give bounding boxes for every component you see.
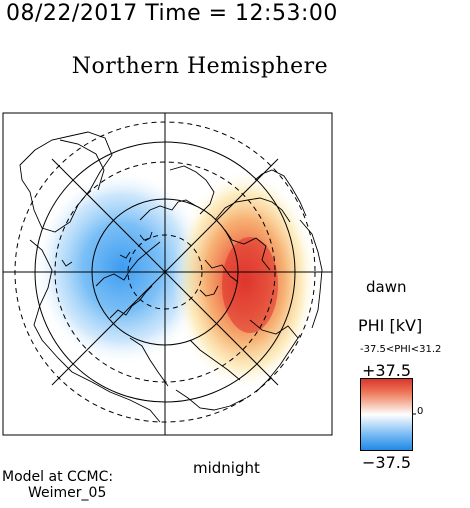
colorbar-max-label: +37.5 xyxy=(362,361,412,380)
positive-cell-core xyxy=(222,237,278,333)
colorbar-title: PHI [kV] xyxy=(358,316,423,335)
date-time-header: 08/22/2017 Time = 12:53:00 xyxy=(6,1,338,26)
midnight-label: midnight xyxy=(193,459,260,477)
model-source-label: Model at CCMC: xyxy=(2,469,114,485)
meridian-lines xyxy=(3,113,332,435)
polar-potential-map xyxy=(2,112,333,436)
colorbar-zero-label: 0 xyxy=(417,406,424,417)
negative-potential-cell xyxy=(34,170,210,366)
coastlines xyxy=(19,131,323,423)
colorbar xyxy=(360,378,416,451)
colorbar-min-label: −37.5 xyxy=(362,453,412,472)
dawn-label: dawn xyxy=(366,278,407,296)
model-name-label: Weimer_05 xyxy=(28,485,107,501)
colorbar-range: -37.5<PHI<31.2 xyxy=(360,344,442,355)
hemisphere-title: Northern Hemisphere xyxy=(71,54,329,79)
colorbar-gradient xyxy=(360,378,413,451)
